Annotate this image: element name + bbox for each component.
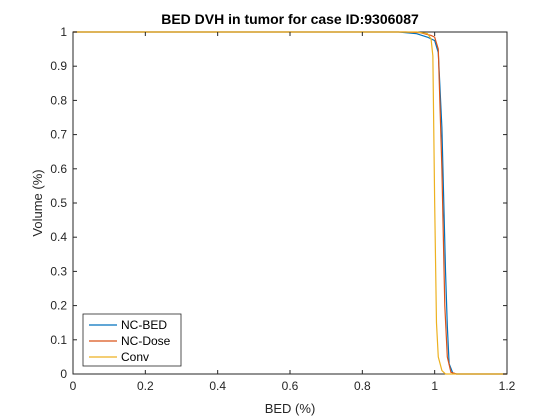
y-tick-label: 0.2 [50, 299, 67, 313]
chart-title: BED DVH in tumor for case ID:9306087 [161, 11, 419, 27]
y-tick-label: 0.9 [50, 59, 67, 73]
x-tick-label: 1.2 [499, 379, 516, 393]
x-tick-label: 1 [431, 379, 438, 393]
y-tick-label: 0 [60, 367, 67, 381]
y-tick-label: 0.4 [50, 230, 67, 244]
ticks-layer: 0 0.2 0.4 0.6 0.8 1 1.2 0 0.1 0.2 0.3 0.4 0.5 0.6 0.7 0… [50, 25, 515, 393]
legend-entry: NC-Dose [121, 334, 171, 348]
x-tick-label: 0 [70, 379, 77, 393]
x-tick-label: 0.8 [354, 379, 371, 393]
x-tick-label: 0.4 [209, 379, 226, 393]
legend-entry: NC-BED [121, 318, 167, 332]
x-axis-label: BED (%) [265, 401, 316, 416]
legend: NC-BED NC-Dose Conv [82, 313, 182, 367]
y-tick-label: 0.5 [50, 196, 67, 210]
y-tick-label: 0.3 [50, 264, 67, 278]
series-line-conv [73, 31, 507, 375]
y-tick-label: 0.6 [50, 162, 67, 176]
y-tick-label: 0.1 [50, 333, 67, 347]
y-axis-label: Volume (%) [30, 169, 45, 236]
x-tick-label: 0.6 [282, 379, 299, 393]
y-tick-label: 0.7 [50, 128, 67, 142]
legend-entry: Conv [121, 350, 149, 364]
series-layer [73, 31, 507, 375]
x-tick-label: 0.2 [137, 379, 154, 393]
y-tick-label: 1 [60, 25, 67, 39]
y-tick-label: 0.8 [50, 93, 67, 107]
